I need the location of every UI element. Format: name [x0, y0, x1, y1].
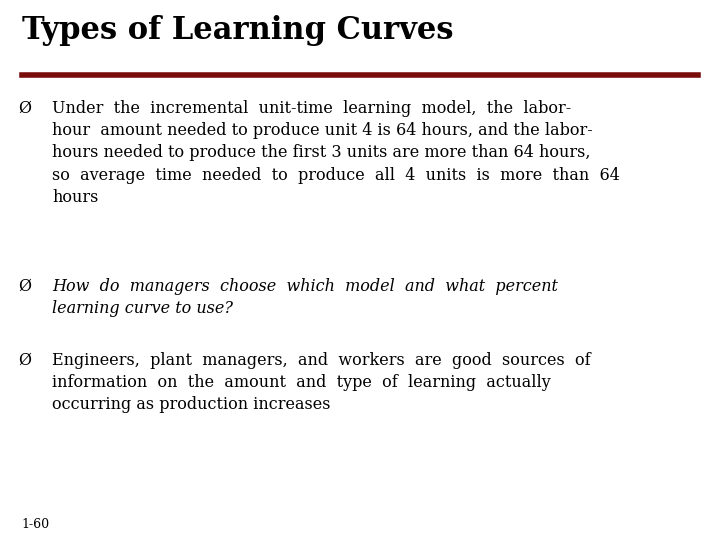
- Text: How  do  managers  choose  which  model  and  what  percent
learning curve to us: How do managers choose which model and w…: [52, 278, 558, 317]
- Text: 1-60: 1-60: [22, 518, 50, 531]
- Text: Types of Learning Curves: Types of Learning Curves: [22, 15, 453, 46]
- Text: Ø: Ø: [18, 352, 31, 369]
- Text: Ø: Ø: [18, 278, 31, 295]
- Text: Under  the  incremental  unit-time  learning  model,  the  labor-
hour  amount n: Under the incremental unit-time learning…: [52, 100, 620, 206]
- Text: Engineers,  plant  managers,  and  workers  are  good  sources  of
information  : Engineers, plant managers, and workers a…: [52, 352, 590, 414]
- Text: Ø: Ø: [18, 100, 31, 117]
